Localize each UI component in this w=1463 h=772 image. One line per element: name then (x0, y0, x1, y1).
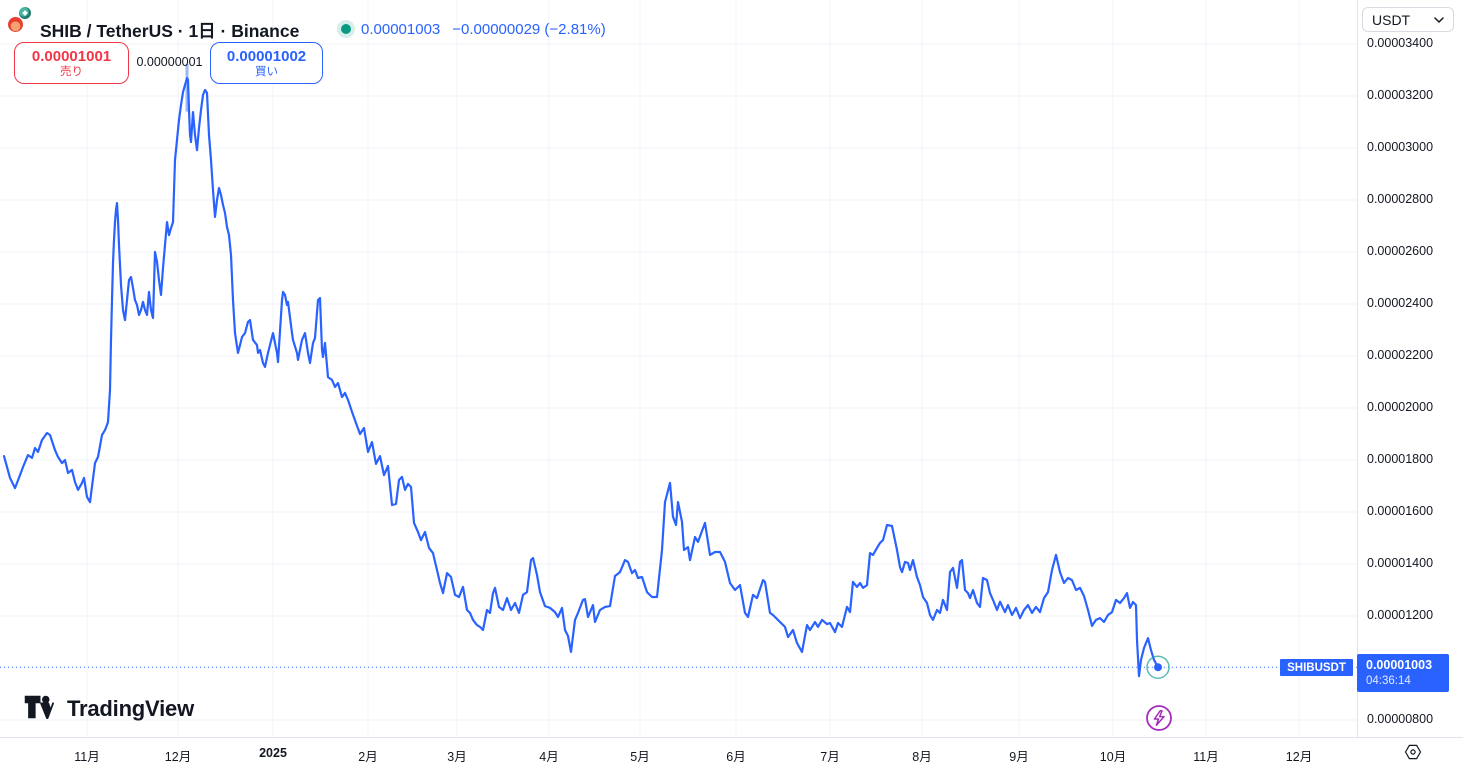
price-axis-label: 0.00001600 (1367, 504, 1434, 518)
price-axis-label: 0.00003400 (1367, 36, 1434, 50)
header-last-price: 0.00001003 (361, 21, 441, 38)
price-axis-label: 0.00000800 (1367, 712, 1434, 726)
gear-hexagon-icon (1404, 744, 1422, 760)
price-axis-label: 0.00002600 (1367, 244, 1434, 258)
time-axis-label: 8月 (912, 750, 932, 764)
coin-badge-icon (19, 7, 31, 19)
price-axis-label: 0.00002200 (1367, 348, 1434, 362)
tradingview-watermark: TradingView (24, 695, 194, 722)
price-axis-label: 0.00002000 (1367, 400, 1434, 414)
buy-button[interactable]: 0.00001002 買い (210, 42, 323, 84)
buy-price: 0.00001002 (226, 47, 307, 65)
quick-trade-button[interactable] (1145, 704, 1173, 732)
currency-selector[interactable]: USDT (1362, 7, 1454, 32)
spread-value: 0.00000001 (136, 55, 203, 69)
time-axis-label: 7月 (820, 750, 840, 764)
last-price-dot (1154, 663, 1162, 672)
price-axis-separator (1357, 0, 1358, 772)
sell-button[interactable]: 0.00001001 売り (14, 42, 129, 84)
time-axis-label: 5月 (630, 750, 650, 764)
last-price-axis-value: 0.00001003 (1366, 658, 1433, 672)
market-status-dot-icon (341, 24, 351, 34)
currency-selector-value: USDT (1372, 11, 1411, 28)
time-axis[interactable]: 11月 12月 2025 2月 3月 4月 5月 6月 7月 8月 9月 10月 11月 12月 (0, 738, 1463, 772)
price-axis-label: 0.00001200 (1367, 608, 1434, 622)
header-price-change: −0.00000029 (−2.81%) (452, 21, 606, 38)
price-scale-settings-button[interactable] (1403, 742, 1423, 762)
pulse-ring-icon (1146, 655, 1170, 679)
time-axis-label: 12月 (1285, 750, 1313, 764)
time-axis-label: 12月 (164, 750, 192, 764)
time-axis-label: 10月 (1099, 750, 1127, 764)
tradingview-logo-icon (24, 695, 54, 719)
sell-price: 0.00001001 (31, 47, 112, 65)
price-series-line (2, 76, 1160, 678)
time-axis-label: 2025 (259, 746, 287, 760)
shib-coin-icon (8, 17, 23, 32)
price-axis-label: 0.00003000 (1367, 140, 1434, 154)
time-axis-label: 4月 (539, 750, 559, 764)
price-axis-label: 0.00003200 (1367, 88, 1434, 102)
bar-countdown: 04:36:14 (1366, 675, 1411, 687)
time-axis-label: 9月 (1009, 750, 1029, 764)
symbol-title: SHIB / TetherUS · 1日 · Binance (40, 21, 300, 41)
series-name-tag: SHIBUSDT (1280, 659, 1353, 676)
price-axis-label: 0.00001800 (1367, 452, 1434, 466)
last-price-axis-tag: 0.00001003 04:36:14 (1357, 654, 1449, 692)
watermark-text: TradingView (67, 695, 194, 721)
time-axis-label: 11月 (74, 750, 100, 764)
buy-label: 買い (255, 65, 278, 78)
time-axis-label: 6月 (726, 750, 746, 764)
lightning-icon (1146, 705, 1172, 731)
header-price-row: 0.00001003 −0.00000029 (−2.81%) (361, 21, 606, 38)
price-axis[interactable]: 0.00003400 0.00003200 0.00003000 0.00002800… (1358, 0, 1463, 737)
time-axis-label: 3月 (447, 750, 467, 764)
time-axis-label: 2月 (358, 750, 378, 764)
time-axis-label: 11月 (1193, 750, 1219, 764)
time-axis-separator (0, 737, 1463, 738)
chart-canvas[interactable] (0, 0, 1357, 737)
chevron-down-icon (1434, 16, 1444, 23)
price-axis-label: 0.00001400 (1367, 556, 1434, 570)
sell-label: 売り (60, 65, 83, 78)
price-axis-label: 0.00002800 (1367, 192, 1434, 206)
price-axis-label: 0.00002400 (1367, 296, 1434, 310)
